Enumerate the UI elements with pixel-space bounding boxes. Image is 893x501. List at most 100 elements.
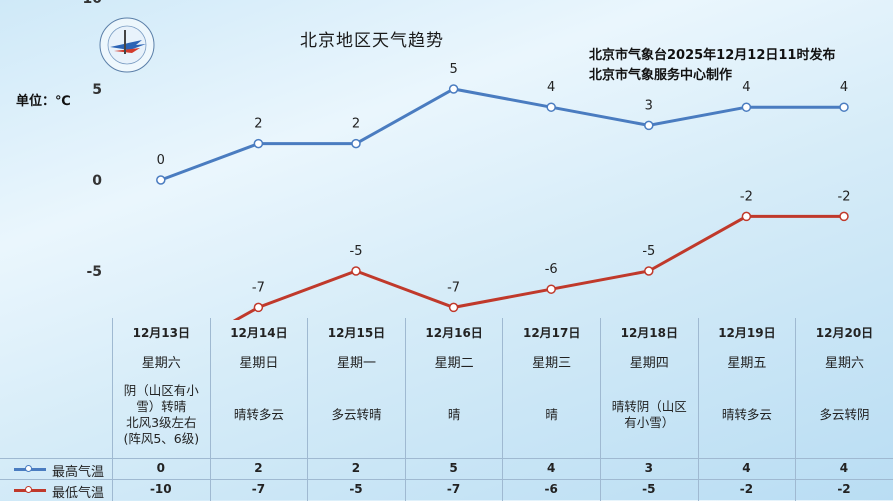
high-data-label: 2 [254,117,262,132]
high-data-label: 3 [645,98,653,113]
meteorological-service-logo [99,17,155,73]
legend-row-low: 最低气温 -10 -7 -5 -7 -6 -5 -2 -2 [0,479,893,501]
high-data-point [741,102,752,112]
legend-cell-divider [697,480,699,501]
high-data-label: 0 [157,153,165,168]
low-series-name: 最低气温 [52,486,105,501]
low-value-cell: -2 [739,482,754,496]
temperature-chart: 1050-5-10-1502254344-10-7-5-7-6-5-2-2 [83,0,851,320]
low-value-cell: -2 [837,482,851,496]
day-column: 12月18日 星期四 晴转阴（山区 有小雪） [600,318,698,458]
low-value-cell: -6 [544,482,558,496]
legend-cell-divider [307,459,309,480]
issuer-line-2: 北京市气象服务中心制作 [589,68,733,83]
day-date: 12月13日 [132,326,190,340]
high-value-cell: 2 [254,461,263,475]
legend-cell-divider [502,459,504,480]
day-weather: 多云转阴 [819,407,870,422]
y-tick-label: 0 [92,173,102,189]
high-series-name: 最高气温 [52,465,105,480]
day-column: 12月20日 星期六多云转阴 [795,318,893,458]
low-data-point [253,302,264,313]
high-value-cell: 0 [156,461,165,475]
low-data-point [644,266,654,276]
low-data-label: -5 [642,244,655,259]
high-data-label: 4 [840,80,848,95]
forecast-table: 12月13日 星期六 阴（山区有小 雪）转晴 北风3级左右 (阵风5、6级) 12月1… [112,318,893,458]
day-date: 12月19日 [718,326,776,340]
page-title: 北京地区天气趋势 [300,31,444,51]
high-data-point [156,175,166,185]
y-tick-label: 5 [92,82,102,98]
day-weather: 多云转晴 [331,407,382,422]
low-data-point [741,211,752,222]
day-column: 12月16日 星期二晴 [404,318,503,458]
low-data-label: -5 [350,244,363,259]
day-column: 12月17日 星期三晴 [502,318,600,458]
legend-cell-divider [600,459,601,480]
low-data-label: -2 [838,189,851,204]
legend-table: 最高气温 0 2 2 5 4 3 4 4 最低气温 -10 -7 -5 -7 -6 -5 -2 -2 [0,458,893,501]
low-series-swatch [14,486,46,493]
low-value-cell: -5 [349,482,363,496]
legend-cell-divider [307,480,309,501]
low-value-cell: -7 [446,482,461,496]
legend-cell-divider [697,459,699,480]
high-value-cell: 4 [742,461,751,475]
high-data-point [839,102,849,112]
day-date: 12月20日 [815,326,874,340]
low-data-label: -2 [740,189,753,204]
high-data-point [253,138,264,149]
high-value-cell: 5 [449,461,458,475]
high-value-cell: 2 [351,461,361,475]
day-weekday: 星期六 [141,356,181,371]
day-weather: 晴 [447,407,461,422]
day-weekday: 星期三 [532,356,572,371]
low-data-point [351,266,361,276]
legend-row-high: 最高气温 0 2 2 5 4 3 4 4 [0,458,893,480]
day-weekday: 星期六 [824,356,864,371]
high-value-cell: 4 [839,461,849,475]
day-weather: 晴转阴（山区 有小雪） [611,399,687,430]
day-date: 12月15日 [327,326,386,340]
day-column: 12月14日 星期日 晴转多云 [209,318,308,458]
low-data-point [546,284,556,294]
unit-label: 单位：℃ [16,94,71,109]
day-column: 12月15日 星期一多云转晴 [307,318,405,458]
day-weather: 阴（山区有小 雪）转晴 北风3级左右 (阵风5、6级) [123,383,200,446]
day-weather: 晴转多云 [233,407,284,422]
high-data-point [546,102,556,112]
legend-cell-divider [209,480,211,501]
day-weekday: 星期一 [336,356,376,371]
high-data-point [644,120,654,131]
low-data-label: -6 [545,262,558,277]
high-series-line [160,87,844,182]
legend-cell-divider [209,459,211,480]
low-data-point [448,302,459,313]
day-weekday: 星期二 [434,356,474,371]
low-value-cell: -10 [149,482,172,496]
low-data-label: -7 [447,280,460,295]
high-data-label: 4 [742,80,750,95]
y-tick-label: 10 [83,0,103,7]
day-date: 12月17日 [522,326,581,340]
high-value-cell: 4 [547,461,556,475]
day-weather: 晴 [545,407,558,422]
high-data-label: 4 [547,80,555,95]
day-column: 12月19日 星期五 晴转多云 [697,318,796,458]
high-series-swatch [14,465,46,472]
y-tick-label: -5 [86,264,102,280]
legend-cell-divider [112,480,113,501]
day-column: 12月13日 星期六阴（山区有小 雪）转晴 北风3级左右 (阵风5、6级) [112,318,210,458]
legend-cell-divider [112,459,113,480]
day-weekday: 星期日 [239,356,279,371]
issuer-line-1: 北京市气象台2025年12月12日11时发布 [589,48,836,63]
high-data-label: 2 [352,117,360,132]
legend-cell-divider [600,480,601,501]
day-weekday: 星期四 [629,356,669,371]
high-data-point [351,138,361,149]
day-date: 12月16日 [425,326,483,340]
high-data-label: 5 [449,62,457,77]
low-value-cell: -7 [251,482,266,496]
low-data-label: -7 [252,280,265,295]
